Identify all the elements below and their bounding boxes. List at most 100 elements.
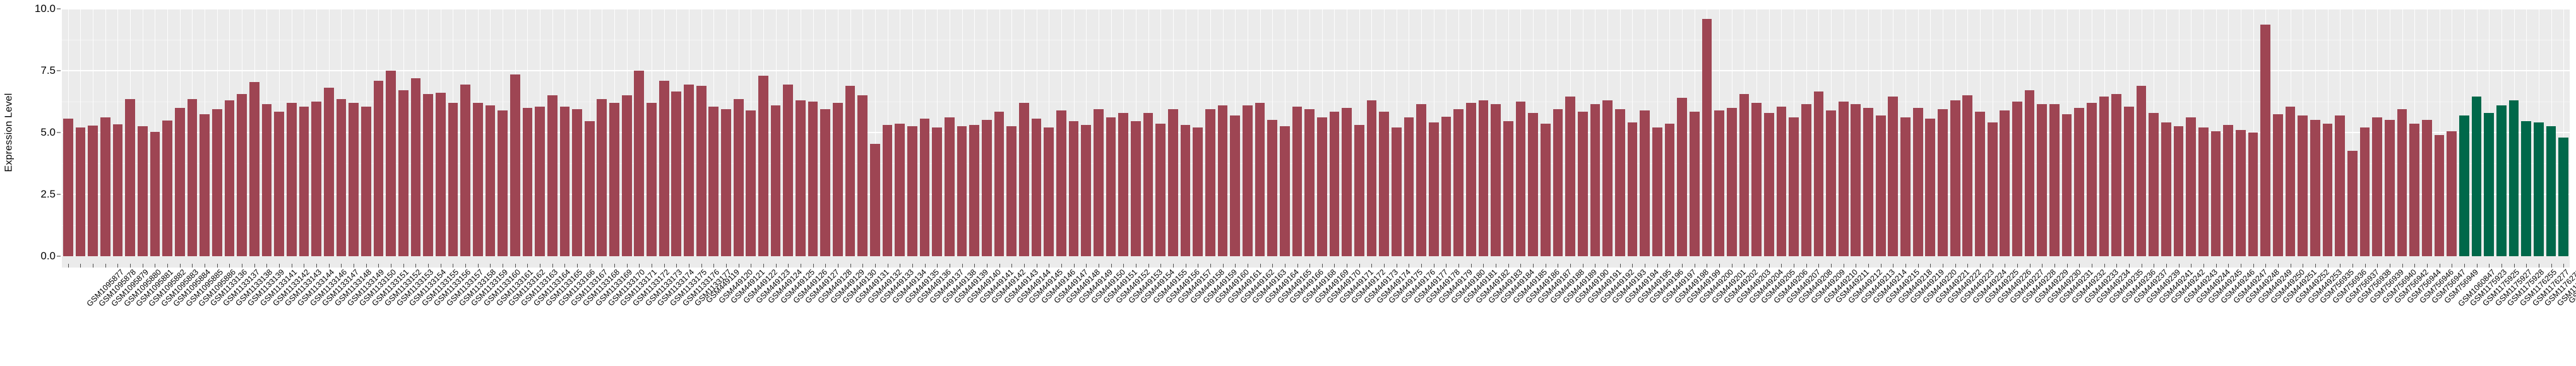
bar[interactable] [1168, 109, 1178, 256]
bar[interactable] [696, 85, 707, 256]
bar[interactable] [770, 105, 781, 256]
bar[interactable] [1726, 107, 1737, 256]
bar[interactable] [932, 127, 943, 256]
bar[interactable] [1131, 121, 1141, 256]
bar[interactable] [2223, 125, 2234, 256]
bar[interactable] [2347, 151, 2358, 256]
bar[interactable] [733, 99, 744, 256]
bar[interactable] [174, 107, 185, 256]
bar[interactable] [1031, 119, 1042, 256]
bar[interactable] [1577, 111, 1588, 256]
bar[interactable] [2459, 115, 2469, 256]
bar[interactable] [969, 125, 980, 256]
bar[interactable] [162, 121, 172, 256]
bar[interactable] [2087, 102, 2097, 256]
bar[interactable] [895, 124, 905, 256]
bar[interactable] [1590, 103, 1601, 256]
bar[interactable] [1627, 122, 1638, 256]
bar[interactable] [361, 106, 371, 256]
bar[interactable] [609, 102, 619, 256]
bar[interactable] [994, 111, 1005, 256]
bar[interactable] [671, 92, 682, 256]
bar[interactable] [323, 88, 334, 256]
bar[interactable] [1689, 111, 1700, 256]
bar[interactable] [597, 99, 607, 256]
bar[interactable] [1354, 125, 1364, 256]
bar[interactable] [2508, 100, 2519, 256]
bar[interactable] [1056, 110, 1066, 256]
bar[interactable] [1366, 100, 1377, 256]
bar[interactable] [1553, 109, 1563, 256]
bar[interactable] [2471, 97, 2482, 256]
bar[interactable] [621, 95, 632, 256]
bar[interactable] [1938, 109, 1948, 256]
bar[interactable] [1329, 111, 1340, 256]
bar[interactable] [1453, 109, 1464, 256]
bar[interactable] [2533, 122, 2544, 256]
bar[interactable] [1304, 109, 1315, 256]
bar[interactable] [150, 132, 160, 256]
bar[interactable] [100, 117, 110, 256]
bar[interactable] [1702, 18, 1712, 256]
bar[interactable] [1875, 115, 1886, 256]
bar[interactable] [1776, 106, 1787, 256]
bar[interactable] [535, 106, 545, 256]
bar[interactable] [1342, 107, 1352, 256]
bar[interactable] [75, 127, 86, 256]
bar[interactable] [882, 125, 893, 256]
bar[interactable] [1006, 126, 1017, 256]
bar[interactable] [88, 126, 98, 256]
bar[interactable] [833, 102, 843, 256]
bar[interactable] [721, 109, 731, 256]
bar[interactable] [684, 84, 694, 256]
bar[interactable] [2186, 117, 2197, 256]
bar[interactable] [783, 84, 794, 256]
bar[interactable] [448, 102, 458, 256]
bar[interactable] [1540, 124, 1551, 256]
bar[interactable] [435, 93, 446, 256]
bar[interactable] [2210, 131, 2221, 256]
bar[interactable] [1404, 117, 1414, 256]
bar[interactable] [1863, 107, 1873, 256]
bar[interactable] [2335, 115, 2346, 256]
bar[interactable] [187, 99, 198, 256]
bar[interactable] [2024, 90, 2035, 256]
bar[interactable] [758, 75, 768, 256]
bar[interactable] [349, 102, 359, 256]
bar[interactable] [2037, 103, 2048, 256]
bar[interactable] [200, 114, 210, 256]
bar[interactable] [1789, 117, 1799, 256]
bar[interactable] [1316, 117, 1327, 256]
bar[interactable] [1205, 109, 1215, 256]
bar[interactable] [1118, 112, 1129, 256]
bar[interactable] [820, 109, 831, 256]
bar[interactable] [845, 85, 856, 256]
bar[interactable] [2397, 109, 2407, 256]
bar[interactable] [1851, 103, 1861, 256]
bar[interactable] [1925, 119, 1936, 256]
bar[interactable] [1292, 106, 1303, 256]
bar[interactable] [125, 99, 135, 256]
bar[interactable] [1739, 94, 1750, 256]
bar[interactable] [1975, 111, 1985, 256]
bar[interactable] [336, 99, 347, 256]
bar[interactable] [1528, 112, 1538, 256]
bar[interactable] [659, 80, 669, 256]
bar[interactable] [2173, 126, 2184, 256]
bar[interactable] [2260, 25, 2271, 256]
bar[interactable] [1242, 105, 1253, 256]
bar[interactable] [2310, 120, 2320, 256]
bar[interactable] [1279, 126, 1290, 256]
bar[interactable] [2322, 124, 2333, 256]
bar[interactable] [1751, 102, 1762, 256]
bar[interactable] [2198, 127, 2209, 256]
bar[interactable] [647, 102, 657, 256]
bar[interactable] [2409, 124, 2420, 256]
bar[interactable] [1664, 124, 1675, 256]
bar[interactable] [1888, 97, 1899, 256]
bar[interactable] [398, 90, 408, 256]
bar[interactable] [808, 102, 818, 256]
bar[interactable] [522, 107, 533, 256]
bar[interactable] [1652, 127, 1662, 256]
bar[interactable] [559, 106, 570, 256]
